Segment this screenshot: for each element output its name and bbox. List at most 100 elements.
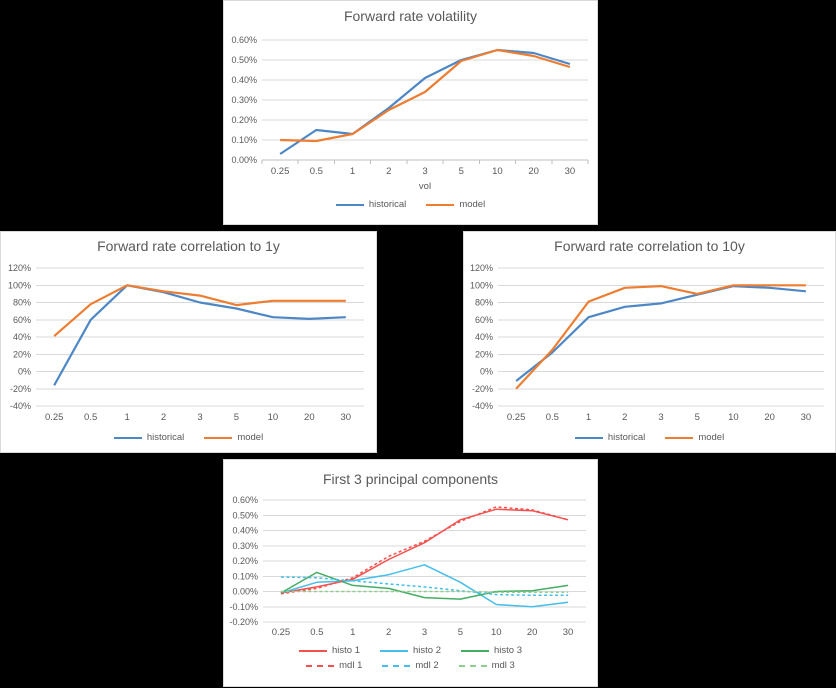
legend-item-mdl-1: mdl 1 — [306, 660, 362, 671]
svg-text:0.10%: 0.10% — [232, 571, 258, 581]
svg-text:3: 3 — [422, 627, 427, 638]
svg-text:0.40%: 0.40% — [232, 526, 258, 536]
legend-label: histo 3 — [494, 645, 522, 656]
svg-text:20%: 20% — [475, 349, 493, 359]
legend-label: model — [698, 432, 725, 443]
svg-text:2: 2 — [161, 412, 166, 423]
legend-row: historical model — [464, 432, 835, 443]
legend: historical model — [464, 432, 835, 443]
svg-text:80%: 80% — [475, 298, 493, 308]
legend-item-historical: historical — [335, 199, 407, 210]
svg-text:0.25: 0.25 — [272, 627, 291, 638]
svg-text:20: 20 — [528, 166, 539, 177]
legend-line-swatch — [113, 436, 142, 439]
svg-text:0.30%: 0.30% — [231, 95, 257, 105]
legend-line-swatch — [299, 649, 327, 652]
legend-item-histo-3: histo 3 — [461, 645, 522, 656]
svg-text:40%: 40% — [13, 332, 31, 342]
svg-text:20: 20 — [304, 412, 315, 423]
svg-text:5: 5 — [695, 412, 700, 423]
legend-row: historical model — [1, 432, 376, 443]
svg-text:-20%: -20% — [472, 384, 493, 394]
svg-text:60%: 60% — [13, 315, 31, 325]
svg-text:0.50%: 0.50% — [231, 55, 257, 65]
legend-item-historical: historical — [113, 432, 185, 443]
legend-item-model: model — [665, 432, 724, 443]
legend-item-historical: historical — [574, 432, 645, 443]
svg-text:-0.20%: -0.20% — [229, 617, 258, 627]
legend-label: mdl 1 — [339, 660, 363, 671]
svg-text:0%: 0% — [18, 367, 31, 377]
svg-text:-0.10%: -0.10% — [229, 602, 258, 612]
principal-components-chart-panel: First 3 principal components -0.20% -0.10… — [223, 459, 598, 687]
svg-text:0%: 0% — [480, 367, 493, 377]
volatility-chart-panel: Forward rate volatility 0.00% 0.10% 0.20% 0… — [223, 0, 598, 225]
svg-text:20: 20 — [527, 627, 538, 638]
svg-text:0.00%: 0.00% — [232, 587, 258, 597]
svg-text:0.5: 0.5 — [310, 166, 323, 177]
svg-text:10: 10 — [728, 412, 739, 423]
legend-line-swatch — [461, 649, 489, 652]
legend-label: model — [459, 199, 486, 210]
legend-row: histo 1 histo 2 histo 3 — [224, 645, 597, 656]
legend-item-model: model — [426, 199, 485, 210]
svg-text:1: 1 — [350, 166, 355, 177]
legend: historical model — [224, 199, 597, 210]
legend-line-swatch — [382, 664, 411, 667]
chart-title: Forward rate correlation to 10y — [554, 238, 745, 254]
legend-label: mdl 2 — [415, 660, 439, 671]
svg-text:0.25: 0.25 — [45, 412, 64, 423]
svg-text:20%: 20% — [13, 349, 31, 359]
legend-line-swatch — [458, 664, 487, 667]
correlation-1y-chart-panel: Forward rate correlation to 1y -40% -20% 0… — [0, 231, 377, 453]
legend-line-swatch — [665, 436, 694, 439]
svg-text:30: 30 — [565, 166, 576, 177]
svg-text:10: 10 — [492, 166, 503, 177]
legend-label: historical — [368, 199, 407, 210]
svg-text:30: 30 — [563, 627, 574, 638]
svg-text:80%: 80% — [13, 298, 31, 308]
legend-label: historical — [146, 432, 185, 443]
legend-item-mdl-3: mdl 3 — [458, 660, 515, 671]
svg-text:20: 20 — [764, 412, 775, 423]
svg-text:120%: 120% — [470, 263, 493, 273]
svg-text:40%: 40% — [475, 332, 493, 342]
svg-text:5: 5 — [234, 412, 239, 423]
svg-text:2: 2 — [386, 166, 391, 177]
svg-text:2: 2 — [622, 412, 627, 423]
svg-text:30: 30 — [801, 412, 812, 423]
legend-row: historical model — [224, 199, 597, 210]
legend-line-swatch — [306, 664, 335, 667]
plot-area: -0.20% -0.10% 0.00% 0.10% 0.20% 0.30% 0.40% 0.5… — [229, 495, 586, 638]
svg-text:-40%: -40% — [472, 401, 493, 411]
legend-item-histo-1: histo 1 — [299, 645, 360, 656]
plot-area: -40% -20% 0% 20% 40% 60% 80% 100% 120% 0.25 0.5 1 2 3… — [8, 263, 364, 423]
svg-text:5: 5 — [458, 627, 463, 638]
correlation-10y-chart-panel: Forward rate correlation to 10y -40% -20%… — [463, 231, 836, 453]
plot-area: 0.00% 0.10% 0.20% 0.30% 0.40% 0.50% 0.60% 0.25 0… — [231, 35, 589, 177]
svg-text:60%: 60% — [475, 315, 493, 325]
svg-text:0.5: 0.5 — [310, 627, 323, 638]
svg-text:0.5: 0.5 — [84, 412, 97, 423]
svg-text:-20%: -20% — [10, 384, 31, 394]
legend-item-model: model — [204, 432, 263, 443]
svg-text:0.30%: 0.30% — [232, 541, 258, 551]
svg-text:30: 30 — [340, 412, 351, 423]
legend-label: model — [237, 432, 264, 443]
svg-text:100%: 100% — [8, 280, 31, 290]
legend: histo 1 histo 2 histo 3 mdl 1 mdl 2 mdl 3 — [224, 645, 597, 671]
svg-text:1: 1 — [350, 627, 355, 638]
svg-text:0.10%: 0.10% — [231, 135, 257, 145]
legend-item-histo-2: histo 2 — [380, 645, 441, 656]
svg-text:0.60%: 0.60% — [232, 495, 258, 505]
legend-label: mdl 3 — [491, 660, 515, 671]
legend: historical model — [1, 432, 376, 443]
legend-line-swatch — [574, 436, 603, 439]
svg-text:0.25: 0.25 — [271, 166, 290, 177]
legend-label: histo 2 — [413, 645, 441, 656]
legend-line-swatch — [335, 203, 364, 206]
chart-title: First 3 principal components — [322, 471, 499, 487]
svg-text:10: 10 — [491, 627, 502, 638]
legend-label: histo 1 — [332, 645, 360, 656]
svg-text:0.5: 0.5 — [546, 412, 559, 423]
